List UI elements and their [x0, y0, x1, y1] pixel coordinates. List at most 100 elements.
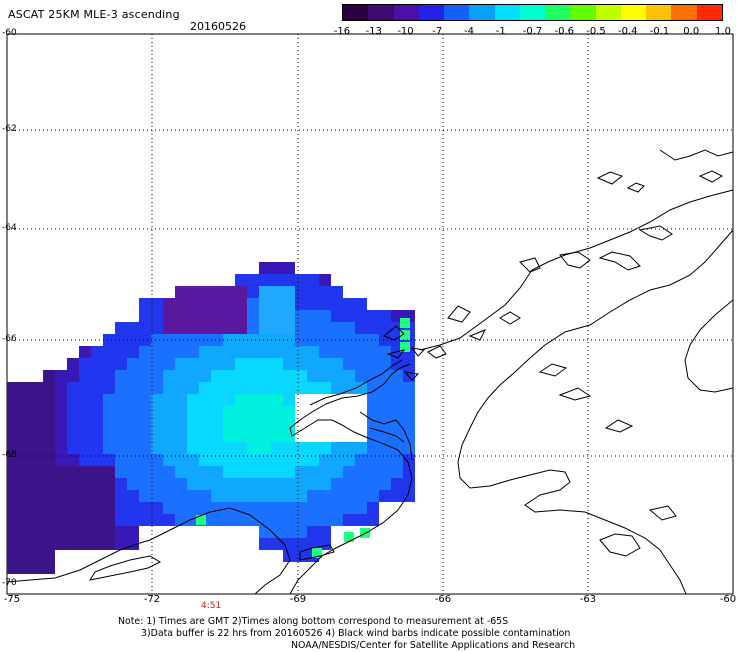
swath-pixel	[19, 466, 31, 478]
swath-pixel	[391, 382, 403, 394]
swath-pixel	[307, 502, 319, 514]
swath-pixel	[235, 418, 247, 430]
swath-pixel	[7, 478, 19, 490]
color-scale-tick: 0.0	[683, 26, 700, 37]
swath-pixel	[295, 478, 307, 490]
swath-pixel	[307, 526, 319, 538]
swath-pixel	[355, 442, 367, 454]
swath-pixel	[79, 454, 91, 466]
swath-pixel	[55, 478, 67, 490]
swath-pixel	[79, 406, 91, 418]
swath-pixel	[403, 442, 415, 454]
swath-pixel	[43, 490, 55, 502]
swath-pixel	[211, 334, 223, 346]
swath-pixel	[19, 454, 31, 466]
swath-pixel	[271, 298, 283, 310]
swath-pixel	[55, 418, 67, 430]
note-line: 3)Data buffer is 22 hrs from 20160526 4)…	[141, 628, 571, 639]
swath-pixel	[343, 346, 355, 358]
swath-pixel	[223, 322, 235, 334]
swath-pixel	[247, 394, 259, 406]
swath-pixel	[223, 310, 235, 322]
swath-pixel	[67, 394, 79, 406]
swath-pixel	[355, 478, 367, 490]
swath-pixel	[319, 442, 331, 454]
swath-pixel	[319, 370, 331, 382]
swath-pixel	[103, 538, 115, 550]
swath-pixel	[355, 370, 367, 382]
swath-pixel	[211, 514, 223, 526]
swath-pixel	[7, 454, 19, 466]
swath-pixel	[67, 358, 79, 370]
swath-pixel	[283, 526, 295, 538]
swath-pixel	[115, 322, 127, 334]
swath-pixel	[367, 370, 379, 382]
swath-pixel	[307, 346, 319, 358]
swath-pixel	[91, 346, 103, 358]
swath-pixel	[367, 454, 379, 466]
swath-pixel	[55, 502, 67, 514]
swath-pixel	[235, 334, 247, 346]
swath-pixel	[367, 358, 379, 370]
swath-pixel	[235, 298, 247, 310]
swath-pixel	[211, 442, 223, 454]
swath-pixel	[7, 562, 19, 574]
swath-pixel	[79, 370, 91, 382]
swath-pixel	[307, 442, 319, 454]
swath-pixel	[91, 538, 103, 550]
swath-pixel	[259, 502, 271, 514]
swath-pixel	[211, 322, 223, 334]
swath-pixel	[67, 514, 79, 526]
swath-pixel	[355, 346, 367, 358]
swath-pixel	[55, 442, 67, 454]
swath-pixel	[223, 370, 235, 382]
swath-pixel	[31, 418, 43, 430]
swath-pixel	[67, 478, 79, 490]
swath-pixel	[115, 478, 127, 490]
swath-pixel	[163, 298, 175, 310]
swath-pixel	[223, 466, 235, 478]
swath-pixel	[271, 394, 283, 406]
swath-pixel	[283, 466, 295, 478]
swath-pixel	[127, 322, 139, 334]
swath-pixel	[103, 334, 115, 346]
swath-pixel	[79, 490, 91, 502]
swath-pixel	[199, 322, 211, 334]
swath-pixel	[223, 454, 235, 466]
swath-pixel	[151, 334, 163, 346]
swath-pixel	[223, 514, 235, 526]
swath-pixel	[355, 466, 367, 478]
swath-pixel	[115, 454, 127, 466]
swath-pixel	[31, 430, 43, 442]
swath-pixel	[67, 382, 79, 394]
swath-pixel	[235, 430, 247, 442]
swath-pixel	[55, 538, 67, 550]
swath-pixel	[391, 418, 403, 430]
swath-pixel	[391, 394, 403, 406]
swath-pixel	[400, 342, 410, 352]
swath-pixel	[271, 286, 283, 298]
swath-pixel	[127, 454, 139, 466]
swath-pixel	[139, 418, 151, 430]
swath-pixel	[151, 502, 163, 514]
swath-pixel	[259, 406, 271, 418]
product-title: ASCAT 25KM MLE-3 ascending	[8, 8, 180, 21]
note-credit: NOAA/NESDIS/Center for Satellite Applica…	[291, 640, 576, 651]
swath-pixel	[403, 478, 415, 490]
swath-pixel	[344, 532, 354, 542]
swath-pixel	[259, 310, 271, 322]
swath-pixel	[31, 514, 43, 526]
swath-pixel	[343, 514, 355, 526]
swath-pixel	[259, 454, 271, 466]
swath-pixel	[103, 490, 115, 502]
swath-pixel	[199, 490, 211, 502]
swath-pixel	[115, 502, 127, 514]
swath-pixel	[175, 382, 187, 394]
swath-pixel	[271, 466, 283, 478]
swath-pixel	[367, 490, 379, 502]
swath-pixel	[247, 466, 259, 478]
swath-pixel	[247, 382, 259, 394]
swath-pixel	[67, 538, 79, 550]
swath-pixel	[199, 454, 211, 466]
swath-pixel	[235, 394, 247, 406]
